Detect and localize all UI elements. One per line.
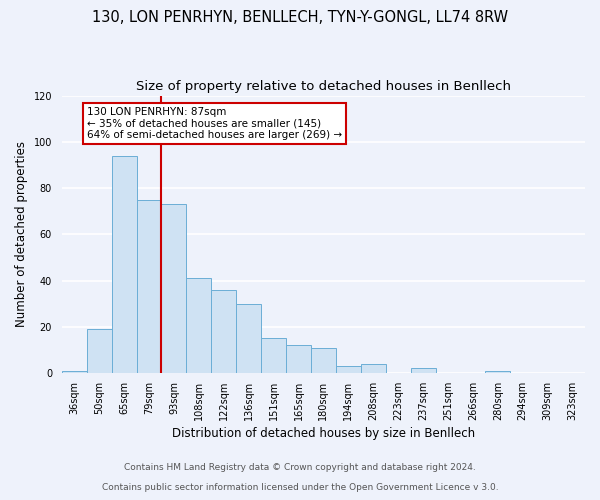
Text: 130, LON PENRHYN, BENLLECH, TYN-Y-GONGL, LL74 8RW: 130, LON PENRHYN, BENLLECH, TYN-Y-GONGL,…: [92, 10, 508, 25]
Text: 130 LON PENRHYN: 87sqm
← 35% of detached houses are smaller (145)
64% of semi-de: 130 LON PENRHYN: 87sqm ← 35% of detached…: [86, 107, 342, 140]
Bar: [211, 290, 236, 373]
Y-axis label: Number of detached properties: Number of detached properties: [15, 142, 28, 328]
Bar: [86, 329, 112, 373]
Text: Contains public sector information licensed under the Open Government Licence v : Contains public sector information licen…: [101, 484, 499, 492]
Bar: [161, 204, 187, 373]
Bar: [361, 364, 386, 373]
Bar: [336, 366, 361, 373]
Bar: [410, 368, 436, 373]
Bar: [137, 200, 161, 373]
Bar: [311, 348, 336, 373]
Bar: [286, 346, 311, 373]
Bar: [112, 156, 137, 373]
X-axis label: Distribution of detached houses by size in Benllech: Distribution of detached houses by size …: [172, 427, 475, 440]
Bar: [236, 304, 261, 373]
Bar: [62, 370, 86, 373]
Bar: [261, 338, 286, 373]
Text: Contains HM Land Registry data © Crown copyright and database right 2024.: Contains HM Land Registry data © Crown c…: [124, 464, 476, 472]
Title: Size of property relative to detached houses in Benllech: Size of property relative to detached ho…: [136, 80, 511, 93]
Bar: [187, 278, 211, 373]
Bar: [485, 370, 510, 373]
